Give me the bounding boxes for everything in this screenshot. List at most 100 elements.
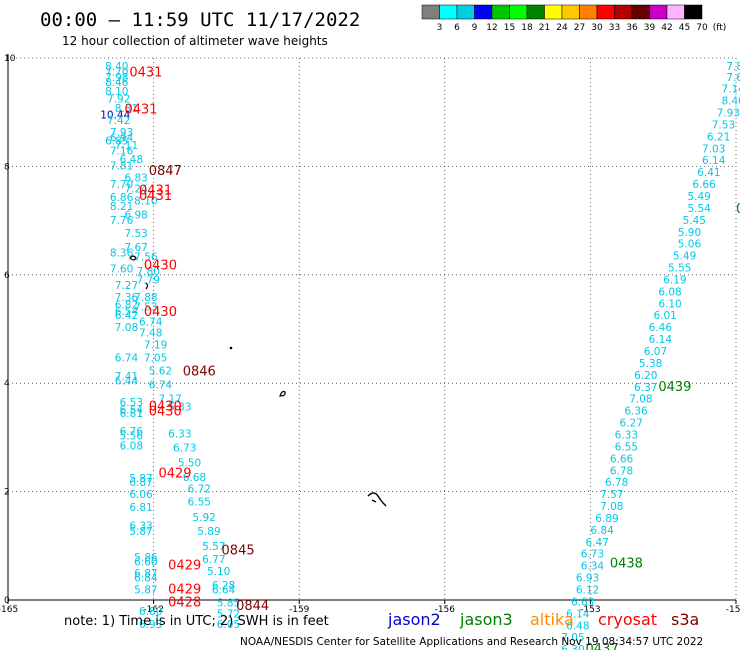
color-swatch bbox=[544, 4, 563, 20]
pass-time-label: 0429 bbox=[168, 559, 201, 574]
island-shape bbox=[145, 282, 149, 290]
color-swatch bbox=[561, 4, 580, 20]
color-scale-label: 27 bbox=[574, 23, 585, 33]
wave-height-label: 7.98 bbox=[105, 72, 128, 84]
pass-time-label: 0430 bbox=[149, 405, 182, 420]
color-scale-label: 36 bbox=[626, 23, 638, 33]
y-tick-label: 8 bbox=[4, 162, 10, 172]
wave-height-label: 5.87 bbox=[134, 584, 157, 596]
wave-height-label: 7.67 bbox=[124, 242, 147, 254]
wave-height-label: 7.92 bbox=[107, 93, 130, 105]
wave-height-label: 7.79 bbox=[137, 274, 160, 286]
wave-height-label: 6.89 bbox=[595, 513, 618, 525]
wave-height-label: 6.76 bbox=[120, 426, 144, 438]
wave-height-label: 5.57 bbox=[202, 541, 225, 553]
wave-height-label: 6.83 bbox=[124, 173, 147, 185]
wave-height-label: 6.14 bbox=[566, 608, 590, 620]
pass-time-label: 044 bbox=[736, 202, 740, 217]
wave-height-label: 6.73 bbox=[173, 442, 196, 454]
wave-height-label: 7.60 bbox=[110, 264, 133, 276]
color-swatch bbox=[614, 4, 633, 20]
color-scale-label: 3 bbox=[437, 23, 443, 33]
grid-lines bbox=[8, 57, 737, 600]
wave-height-label: 7.27 bbox=[115, 280, 138, 292]
wave-height-label: 6.08 bbox=[658, 286, 681, 298]
wave-height-label: 5.62 bbox=[149, 366, 172, 378]
pass-time-label: 0431 bbox=[139, 184, 172, 199]
wave-height-label: 6.54 bbox=[120, 405, 144, 417]
wave-height-label: 6.06 bbox=[129, 489, 153, 501]
x-tick-label: -159 bbox=[289, 605, 310, 615]
color-swatch bbox=[491, 4, 510, 20]
wave-height-label: 6.60 bbox=[134, 556, 157, 568]
wave-height-label: 8.21 bbox=[110, 201, 133, 213]
pass-time-label: 0439 bbox=[658, 380, 691, 395]
wave-height-label: 5.50 bbox=[178, 458, 201, 470]
plot-frame bbox=[7, 54, 736, 601]
color-scale-label: (ft) bbox=[713, 23, 727, 33]
wave-height-label: 10.44 bbox=[100, 110, 130, 122]
wave-height-label: 6.01 bbox=[653, 310, 676, 322]
color-swatch bbox=[509, 4, 528, 20]
pass-time-label: 0430 bbox=[144, 305, 177, 320]
wave-height-label: 5.06 bbox=[678, 239, 702, 251]
wave-height-label: 8.46 bbox=[105, 77, 129, 89]
wave-height-label: 5.89 bbox=[197, 526, 220, 538]
wave-height-label: 6.54 bbox=[115, 306, 139, 318]
wave-height-label: 6.28 bbox=[212, 580, 235, 592]
wave-height-label: 5.55 bbox=[668, 263, 691, 275]
pass-time-label: 0429 bbox=[168, 582, 201, 597]
x-tick-label: -162 bbox=[143, 605, 163, 615]
wave-height-label: 7.93 bbox=[110, 127, 133, 139]
color-scale-label: 9 bbox=[472, 23, 478, 33]
wave-height-label: 8.40 bbox=[721, 96, 740, 108]
pass-time-label: 0428 bbox=[168, 596, 201, 611]
wave-height-label: 5.86 bbox=[134, 552, 158, 564]
wave-height-label: 6.55 bbox=[615, 441, 638, 453]
wave-height-label: 5.38 bbox=[639, 358, 662, 370]
wave-height-label: 7.14 bbox=[721, 84, 740, 96]
wave-height-label: 6.81 bbox=[120, 408, 143, 420]
y-tick-label: 10 bbox=[4, 54, 16, 64]
pass-time-label: 0430 bbox=[144, 258, 177, 273]
wave-height-label: 7.48 bbox=[139, 328, 162, 340]
color-swatch bbox=[456, 4, 475, 20]
y-tick-label: 0 bbox=[4, 596, 10, 606]
wave-height-label: 8.10 bbox=[134, 195, 157, 207]
satellite-name: s3a bbox=[671, 610, 699, 629]
wave-height-label: 6.19 bbox=[663, 274, 686, 286]
satellite-name: jason2 bbox=[387, 610, 441, 629]
wave-height-label: 6.27 bbox=[620, 418, 643, 430]
wave-height-label: 6.73 bbox=[581, 549, 604, 561]
wave-height-label: 6.47 bbox=[586, 537, 609, 549]
color-scale-label: 12 bbox=[486, 23, 497, 33]
wave-height-label: 6.64 bbox=[212, 584, 236, 596]
color-swatch bbox=[474, 4, 493, 20]
wave-height-label: 7.53 bbox=[124, 228, 147, 240]
wave-height-label: 8.31 bbox=[115, 103, 138, 115]
pass-time-label: 0846 bbox=[183, 365, 216, 380]
wave-height-label: 7.41 bbox=[115, 371, 138, 383]
wave-height-label: 6.48 bbox=[566, 620, 589, 632]
wave-height-label: 7.08 bbox=[115, 322, 138, 334]
wave-height-label: 6.14 bbox=[649, 334, 673, 346]
chart-subtitle: 12 hour collection of altimeter wave hei… bbox=[62, 34, 328, 48]
wave-height-label: 6.33 bbox=[168, 428, 191, 440]
wave-height-label: 7.76 bbox=[110, 215, 134, 227]
wave-height-label: 6.12 bbox=[576, 584, 599, 596]
wave-height-label: 6.37 bbox=[634, 382, 657, 394]
wave-height-label: 5.54 bbox=[687, 203, 711, 215]
wave-height-label: 7.03 bbox=[702, 143, 725, 155]
wave-height-label: 6.84 bbox=[590, 525, 614, 537]
island-shape bbox=[279, 390, 286, 397]
color-swatch bbox=[579, 4, 598, 20]
wave-height-label: 6.08 bbox=[120, 440, 143, 452]
color-scale-legend: 3 6 9 12 15 18 21 24 27 30 33 36 39 42 45 70 (ft) bbox=[421, 4, 727, 33]
color-scale-label: 21 bbox=[539, 23, 550, 33]
wave-height-label: 7.24 bbox=[124, 183, 148, 195]
wave-height-label: 6.78 bbox=[610, 465, 633, 477]
wave-height-label: 7.05 bbox=[144, 353, 167, 365]
wave-height-label: 7.36 bbox=[115, 292, 139, 304]
color-scale-label: 45 bbox=[679, 23, 690, 33]
wave-height-label: 6.74 bbox=[115, 353, 139, 365]
